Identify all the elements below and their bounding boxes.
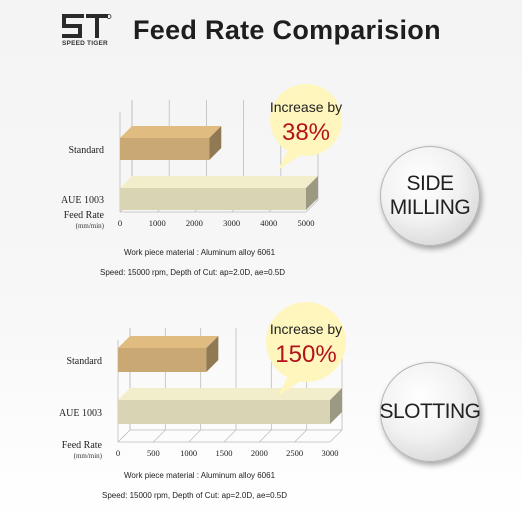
- bar-front-face: [118, 348, 207, 372]
- logo-mark-icon: [62, 14, 112, 38]
- material-note-2: Work piece material : Aluminum alloy 606…: [124, 471, 276, 480]
- badge-line-side: SIDE: [406, 172, 454, 195]
- tick-label: 1000: [180, 448, 197, 458]
- gridline-floor: [294, 429, 307, 443]
- tick-label: 3000: [322, 448, 339, 458]
- tick-label: 3000: [223, 218, 240, 228]
- tick-label: 1500: [216, 448, 233, 458]
- callout-bubble: [270, 84, 342, 156]
- callout-bubble: [266, 302, 346, 382]
- category-label: Standard: [66, 356, 102, 367]
- side-milling-chart: 0 1000 2000 3000 4000 5000 Standard AUE 1003 Fee…: [61, 84, 342, 230]
- increase-callout: Increase by 38%: [270, 84, 342, 170]
- gridline-floor: [259, 429, 272, 443]
- logo-text: SPEED TIGER: [62, 40, 108, 47]
- increase-callout: Increase by 150%: [266, 302, 346, 396]
- bar-front-face: [120, 188, 306, 210]
- bar-top-face: [120, 126, 222, 138]
- tick-label: 1000: [149, 218, 166, 228]
- gridline-floor: [329, 429, 343, 443]
- tick-label: 500: [147, 448, 160, 458]
- bar-aue-1003: [118, 388, 342, 424]
- category-label: Standard: [68, 145, 104, 156]
- category-label: AUE 1003: [61, 195, 104, 206]
- speed-note-1: Speed: 15000 rpm, Depth of Cut: ap=2.0D,…: [100, 268, 286, 277]
- callout-line1: Increase by: [270, 99, 342, 115]
- speed-tiger-logo: SPEED TIGER: [62, 14, 114, 48]
- badge-line-milling: MILLING: [389, 196, 471, 219]
- category-label: AUE 1003: [59, 408, 102, 419]
- bar-aue-1003: [120, 176, 318, 210]
- gridline-floor: [305, 199, 319, 213]
- gridline-floor: [153, 429, 166, 443]
- slotting-badge-label: SLOTTING: [379, 400, 482, 423]
- callout-line1: Increase by: [270, 321, 342, 337]
- axis-label: Feed Rate: [64, 210, 105, 221]
- bar-top-face: [120, 176, 318, 188]
- bar-side-face: [306, 176, 318, 210]
- callout-line2: 150%: [275, 341, 336, 368]
- callout-line2: 38%: [282, 119, 330, 146]
- callout-tail: [278, 150, 302, 170]
- material-note-1: Work piece material : Aluminum alloy 606…: [124, 248, 276, 257]
- axis-label: Feed Rate: [62, 440, 103, 451]
- slotting-chart: 0 500 1000 1500 2000 2500 3000 Standard AUE 1003…: [59, 302, 346, 460]
- bar-front-face: [118, 400, 330, 424]
- tick-label: 0: [116, 448, 120, 458]
- tick-label: 0: [118, 218, 122, 228]
- tick-label: 5000: [298, 218, 315, 228]
- bar-front-face: [120, 138, 210, 160]
- side-milling-badge-label: SIDE MILLING: [390, 172, 471, 220]
- tick-label: 2000: [251, 448, 268, 458]
- gridline-floor: [188, 429, 201, 443]
- speed-note-2: Speed: 15000 rpm, Depth of Cut: ap=2.0D,…: [102, 491, 288, 500]
- header: SPEED TIGER Feed Rate Comparision: [0, 0, 522, 60]
- callout-tail: [278, 376, 302, 396]
- bar-top-face: [118, 336, 219, 348]
- axis-unit-label: (mm/min): [76, 222, 105, 230]
- gridline-floor: [117, 429, 131, 443]
- gridline-floor: [223, 429, 237, 443]
- tick-label: 2000: [186, 218, 203, 228]
- bar-standard: [118, 336, 219, 372]
- axis-unit-label: (mm/min): [74, 452, 103, 460]
- side-milling-badge: SIDE MILLING: [380, 146, 480, 246]
- bar-standard: [120, 126, 222, 160]
- bar-side-face: [209, 126, 222, 160]
- tick-label: 2500: [286, 448, 303, 458]
- page-title: Feed Rate Comparision: [133, 15, 441, 45]
- tick-label: 4000: [260, 218, 277, 228]
- slotting-badge: SLOTTING: [379, 362, 482, 462]
- bar-side-face: [206, 336, 219, 372]
- bar-top-face: [118, 388, 342, 400]
- bar-side-face: [330, 388, 342, 424]
